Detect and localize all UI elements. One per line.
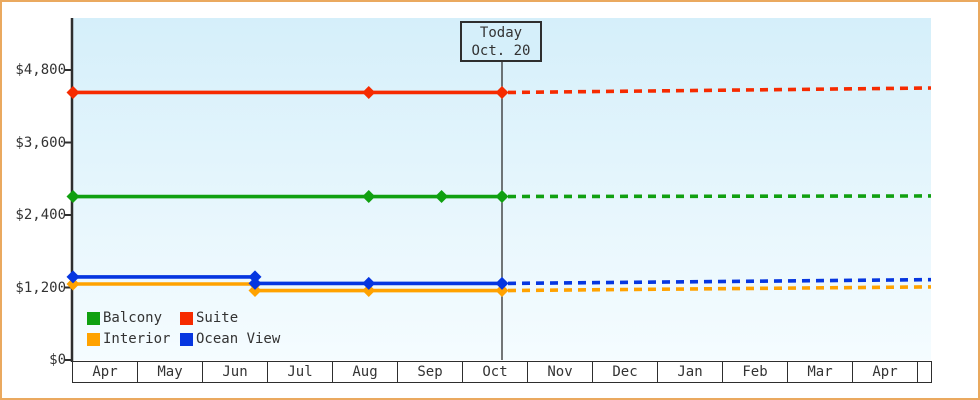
x-axis-month-row: Apr May Jun Jul Aug Sep Oct Nov Dec Jan …	[72, 361, 932, 383]
series-marker-ocean-view	[362, 276, 376, 290]
month-label: Nov	[528, 362, 593, 382]
month-cell-empty	[918, 362, 931, 382]
balcony-color-swatch	[87, 311, 100, 325]
series-forecast-suite	[507, 86, 932, 95]
series-marker-balcony	[66, 190, 80, 204]
legend-item-suite: Suite	[180, 310, 280, 326]
y-axis-label: $4,800	[15, 62, 66, 78]
series-marker-interior	[248, 284, 262, 298]
month-label: Mar	[788, 362, 853, 382]
series-forecast-interior	[507, 285, 932, 293]
series-marker-ocean-view	[495, 276, 509, 290]
series-marker-suite	[66, 85, 80, 99]
series-marker-interior	[362, 284, 376, 298]
series-forecast-ocean-view	[507, 277, 932, 286]
y-axis-label: $3,600	[15, 134, 66, 151]
legend-label: Suite	[196, 310, 239, 326]
suite-color-swatch	[180, 311, 193, 325]
series-marker-ocean-view	[66, 270, 80, 284]
series-marker-suite	[362, 85, 376, 99]
series-marker-balcony	[495, 190, 509, 204]
series-marker-suite	[495, 85, 509, 99]
series-marker-balcony	[435, 190, 449, 204]
legend-item-balcony: Balcony	[87, 310, 180, 326]
today-date: Oct. 20	[471, 43, 531, 59]
legend-label: Interior	[103, 331, 171, 347]
series-marker-interior	[495, 284, 509, 298]
month-label: Apr	[853, 362, 918, 382]
today-label: Today	[479, 25, 523, 41]
today-marker-box: Today Oct. 20	[460, 21, 542, 62]
month-label: May	[138, 362, 203, 382]
month-label: Jun	[203, 362, 268, 382]
legend-item-interior: Interior	[87, 331, 180, 347]
series-marker-interior	[66, 277, 80, 291]
legend-label: Ocean View	[196, 331, 281, 347]
month-label: Dec	[593, 362, 658, 382]
month-label: Jul	[268, 362, 333, 382]
ocean-view-color-swatch	[180, 332, 193, 346]
month-label: Feb	[723, 362, 788, 382]
month-label: Aug	[333, 362, 398, 382]
y-axis-label: $1,200	[15, 279, 66, 296]
series-marker-ocean-view	[248, 276, 262, 290]
series-marker-balcony	[362, 190, 376, 204]
legend: Balcony Suite Interior Ocean View	[87, 310, 281, 347]
month-label: Apr	[73, 362, 138, 382]
legend-item-ocean-view: Ocean View	[180, 331, 281, 347]
y-axis-label: $0	[49, 352, 66, 368]
month-label: Sep	[398, 362, 463, 382]
month-label: Jan	[658, 362, 723, 382]
month-label: Oct	[463, 362, 528, 382]
interior-color-swatch	[87, 332, 100, 346]
legend-label: Balcony	[103, 310, 163, 326]
y-axis-label: $2,400	[15, 207, 66, 223]
series-forecast-balcony	[507, 194, 932, 199]
